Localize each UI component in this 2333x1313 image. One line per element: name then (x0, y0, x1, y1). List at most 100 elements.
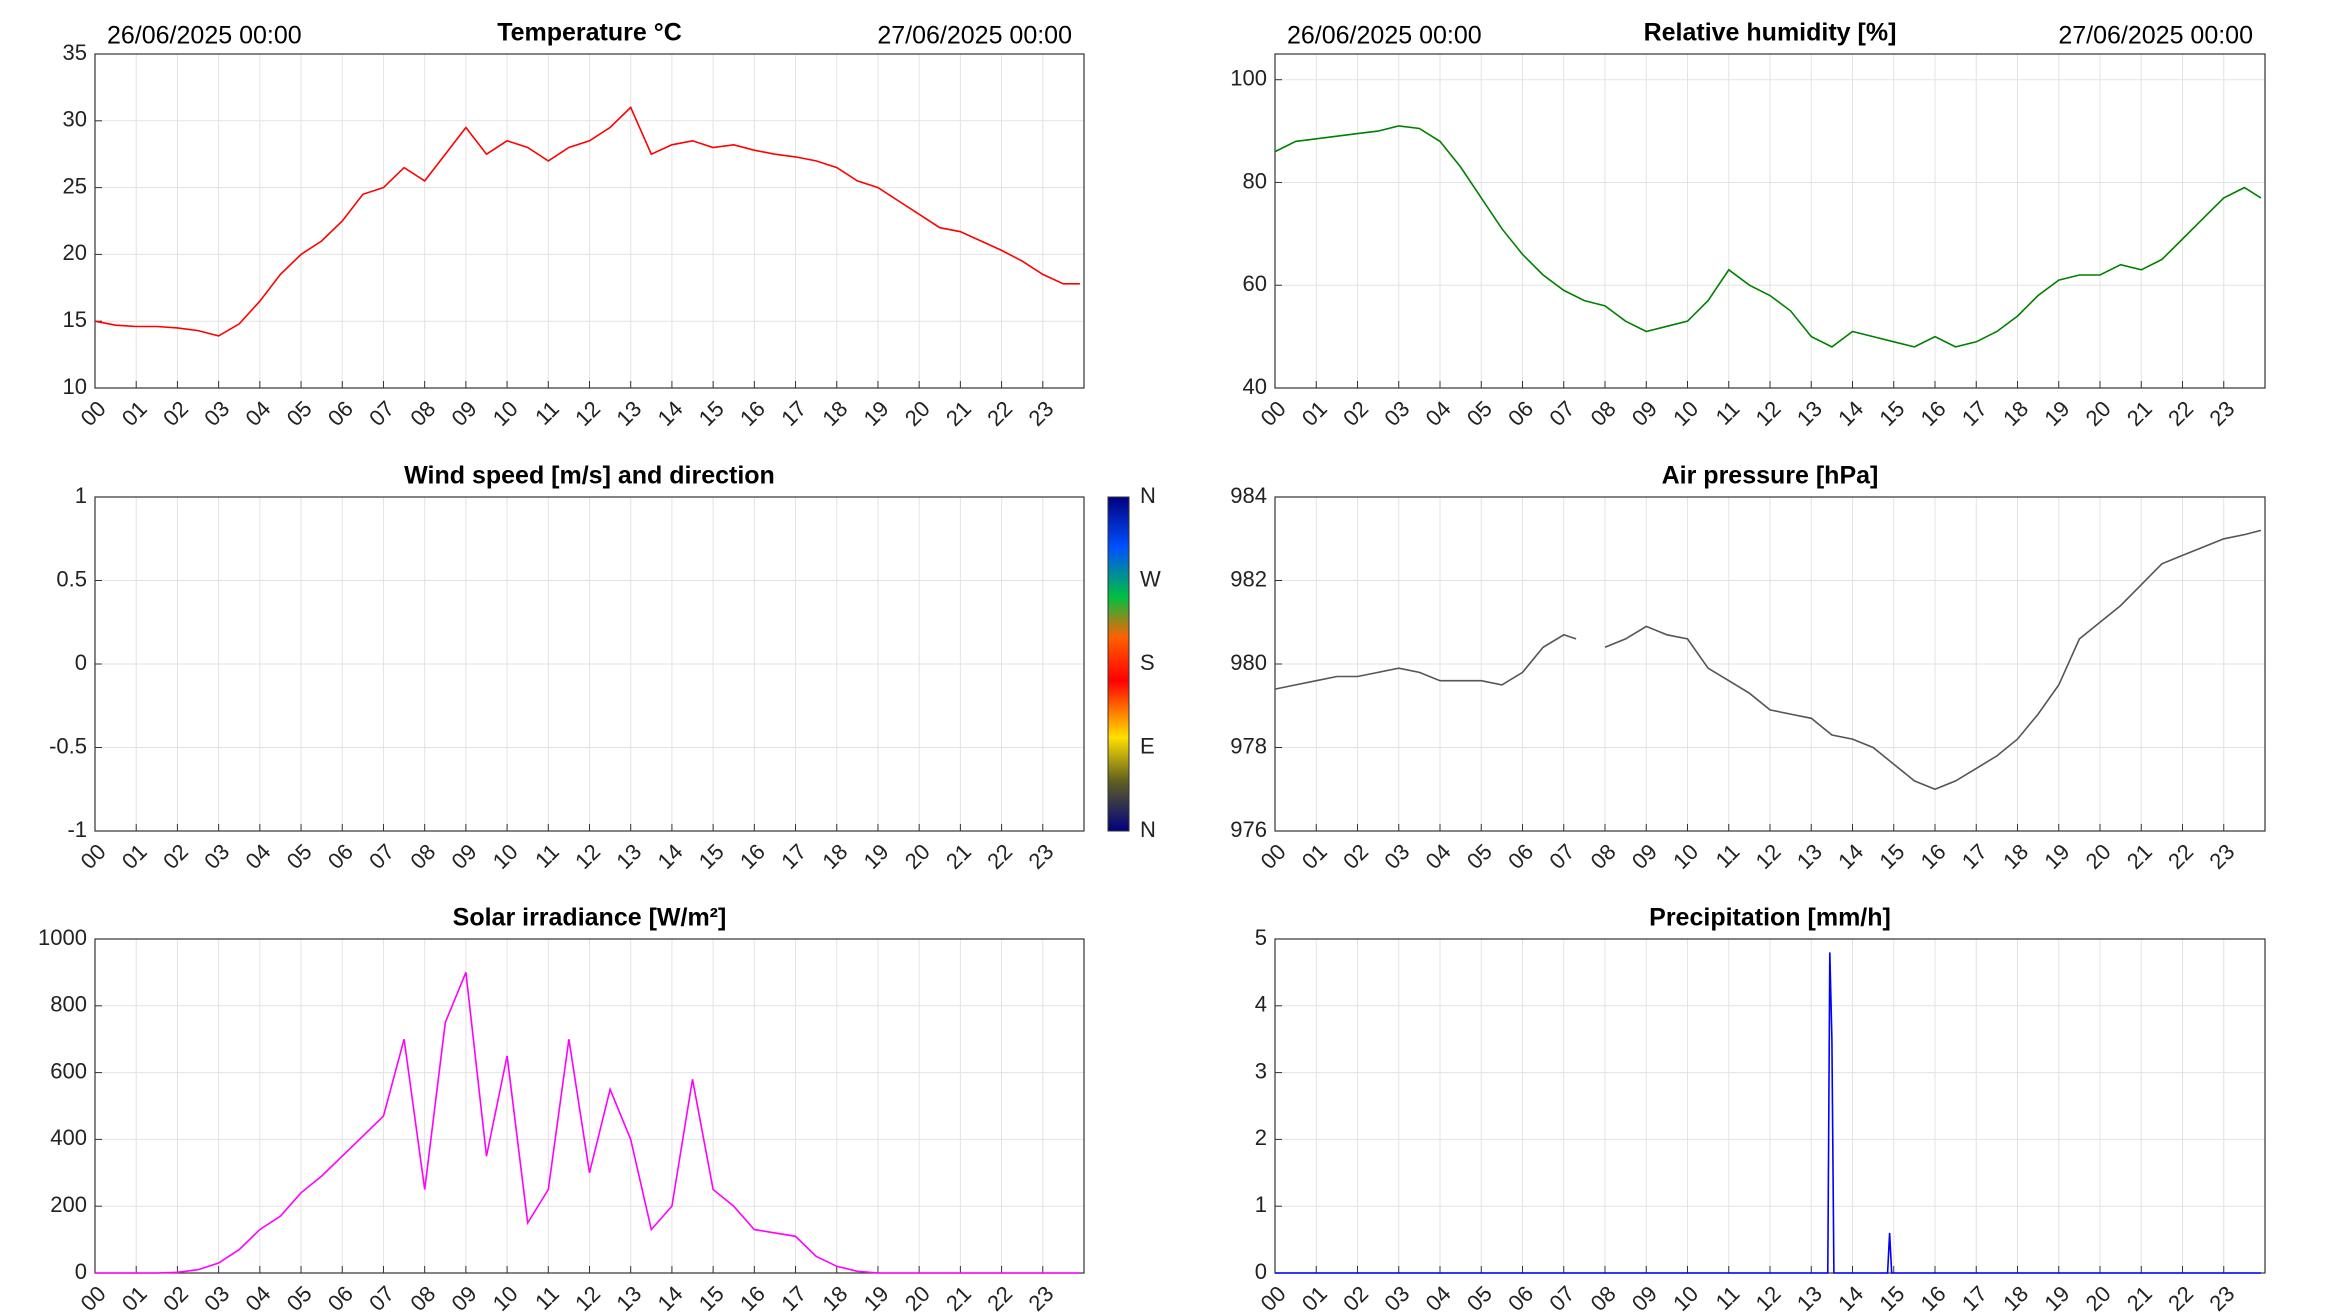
x-tick-label: 12 (1751, 1281, 1786, 1313)
y-tick-label: 35 (63, 40, 87, 65)
x-tick-label: 09 (1627, 396, 1662, 431)
x-tick-label: 22 (982, 396, 1017, 431)
x-tick-label: 13 (1792, 396, 1827, 431)
x-tick-label: 23 (1023, 1281, 1058, 1313)
x-tick-label: 15 (694, 396, 729, 431)
y-tick-label: 978 (1230, 733, 1267, 758)
x-tick-label: 09 (447, 839, 482, 874)
x-tick-label: 11 (1711, 839, 1745, 873)
x-tick-label: 02 (1338, 1281, 1373, 1313)
x-tick-label: 00 (1256, 839, 1291, 874)
x-tick-label: 10 (488, 839, 523, 874)
x-tick-label: 16 (1916, 1281, 1951, 1313)
x-tick-label: 22 (982, 839, 1017, 874)
x-tick-label: 16 (1916, 396, 1951, 431)
x-tick-label: 01 (117, 396, 152, 431)
date-annotation: 26/06/2025 00:00 (1287, 22, 1482, 50)
x-tick-label: 05 (1462, 396, 1497, 431)
x-tick-label: 00 (1256, 396, 1291, 431)
x-tick-label: 03 (1379, 396, 1414, 431)
y-tick-label: 1000 (38, 925, 87, 950)
x-tick-label: 06 (323, 1281, 358, 1313)
y-tick-label: 200 (50, 1192, 87, 1217)
x-tick-label: 11 (530, 839, 564, 873)
chart-title: Wind speed [m/s] and direction (404, 462, 775, 490)
x-tick-label: 01 (117, 839, 152, 874)
x-tick-label: 13 (611, 396, 646, 431)
date-annotation: 26/06/2025 00:00 (107, 22, 302, 50)
y-tick-label: -0.5 (49, 733, 87, 758)
x-tick-label: 05 (282, 839, 317, 874)
y-tick-label: 984 (1230, 483, 1267, 508)
date-annotation: 27/06/2025 00:00 (877, 22, 1072, 50)
x-tick-label: 10 (1668, 839, 1703, 874)
x-tick-label: 08 (1586, 839, 1621, 874)
x-tick-label: 23 (1023, 839, 1058, 874)
x-tick-label: 17 (1957, 396, 1992, 431)
x-tick-label: 05 (1462, 1281, 1497, 1313)
y-tick-label: 980 (1230, 650, 1267, 675)
y-tick-label: 60 (1243, 271, 1267, 296)
x-tick-label: 07 (364, 839, 399, 874)
x-tick-label: 14 (653, 396, 688, 431)
x-tick-label: 00 (1256, 1281, 1291, 1313)
x-tick-label: 15 (1874, 1281, 1909, 1313)
y-tick-label: 5 (1255, 925, 1267, 950)
x-tick-label: 18 (817, 1281, 852, 1313)
x-tick-label: 11 (530, 396, 564, 430)
x-tick-label: 03 (199, 1281, 234, 1313)
x-tick-label: 11 (1711, 396, 1745, 430)
x-tick-label: 23 (1023, 396, 1058, 431)
y-tick-label: 100 (1230, 66, 1267, 91)
x-tick-label: 16 (735, 396, 770, 431)
x-tick-label: 05 (282, 1281, 317, 1313)
y-tick-label: 400 (50, 1125, 87, 1150)
x-tick-label: 03 (199, 839, 234, 874)
y-tick-label: 0 (75, 650, 87, 675)
x-tick-label: 21 (2122, 839, 2157, 874)
y-tick-label: 976 (1230, 817, 1267, 842)
y-tick-label: 2 (1255, 1125, 1267, 1150)
axes-frame (1274, 53, 2266, 389)
x-tick-label: 03 (1379, 839, 1414, 874)
x-tick-label: 05 (1462, 839, 1497, 874)
x-tick-label: 00 (76, 839, 111, 874)
x-tick-label: 21 (941, 839, 976, 874)
x-tick-label: 02 (1338, 396, 1373, 431)
y-tick-label: 0 (1255, 1259, 1267, 1284)
x-tick-label: 19 (2039, 1281, 2074, 1313)
y-tick-label: 0.5 (56, 566, 87, 591)
x-tick-label: 17 (776, 839, 811, 874)
x-tick-label: 20 (900, 839, 935, 874)
date-annotation: 27/06/2025 00:00 (2058, 22, 2253, 50)
x-tick-label: 10 (488, 396, 523, 431)
chart-title: Temperature °C (497, 19, 682, 47)
x-tick-label: 00 (76, 396, 111, 431)
x-tick-label: 06 (1503, 839, 1538, 874)
x-tick-label: 15 (1874, 396, 1909, 431)
x-tick-label: 04 (1421, 396, 1456, 431)
colorbar-label: N (1140, 817, 1156, 842)
y-tick-label: 25 (63, 173, 87, 198)
y-tick-label: 4 (1255, 992, 1267, 1017)
x-tick-label: 09 (447, 1281, 482, 1313)
x-tick-label: 20 (2081, 839, 2116, 874)
x-tick-label: 22 (2163, 839, 2198, 874)
data-line (1274, 529, 2262, 791)
x-tick-label: 23 (2204, 396, 2239, 431)
x-tick-label: 22 (2163, 396, 2198, 431)
x-tick-label: 15 (1874, 839, 1909, 874)
x-tick-label: 16 (735, 1281, 770, 1313)
x-tick-label: 19 (859, 396, 894, 431)
colorbar-label: S (1140, 650, 1155, 675)
y-tick-label: 3 (1255, 1058, 1267, 1083)
x-tick-label: 18 (817, 396, 852, 431)
chart-title: Relative humidity [%] (1644, 19, 1897, 47)
x-tick-label: 16 (735, 839, 770, 874)
x-tick-label: 07 (364, 1281, 399, 1313)
x-tick-label: 04 (240, 396, 275, 431)
data-line (95, 972, 1080, 1274)
x-tick-label: 14 (653, 839, 688, 874)
